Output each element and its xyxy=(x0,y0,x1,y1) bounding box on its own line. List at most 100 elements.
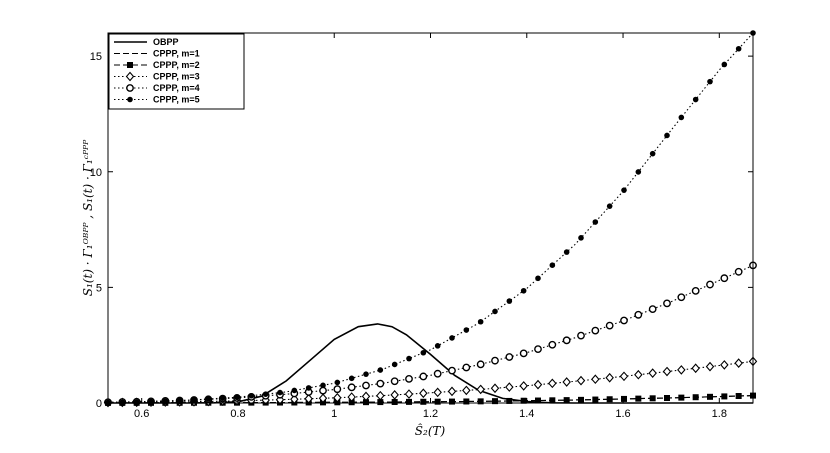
series-6-marker xyxy=(176,397,183,404)
series-6-marker xyxy=(664,132,670,139)
series-3-marker xyxy=(391,398,398,405)
series-5-marker xyxy=(720,274,729,283)
x-tick-label: 1.8 xyxy=(712,408,727,420)
series-5-marker xyxy=(433,369,442,378)
y-tick-label: 10 xyxy=(90,167,102,179)
series-5-marker xyxy=(577,331,585,340)
x-tick-label: 0.6 xyxy=(134,408,149,420)
series-6-marker xyxy=(248,392,255,399)
series-4-marker xyxy=(591,374,600,385)
series-6-marker xyxy=(377,367,384,373)
series-4-marker xyxy=(662,366,672,377)
series-6-marker xyxy=(291,387,298,394)
series-3-marker xyxy=(449,398,455,405)
series-5-marker xyxy=(648,305,657,313)
legend-entry: CPPP, m=3 xyxy=(153,72,200,82)
series-6-marker xyxy=(420,349,427,356)
series-6-marker xyxy=(449,335,455,341)
series-4-marker xyxy=(462,385,471,396)
series-4-marker xyxy=(361,391,371,402)
series-3-marker xyxy=(506,397,513,404)
series-4-marker xyxy=(533,379,543,390)
series-5-marker xyxy=(634,310,643,319)
series-6-marker xyxy=(406,355,412,362)
legend-entry: OBPP xyxy=(153,37,179,47)
series-6 xyxy=(105,30,756,406)
series-4-marker xyxy=(634,369,643,380)
series-6-marker xyxy=(578,235,584,241)
series-6-marker xyxy=(520,287,527,294)
x-tick-label: 1.6 xyxy=(615,408,630,420)
series-3-marker xyxy=(348,399,355,406)
series-3-marker xyxy=(621,395,627,402)
series-5-marker xyxy=(519,349,528,358)
series-3-marker xyxy=(535,397,541,404)
series-6-marker xyxy=(391,361,398,368)
series-6-line xyxy=(107,32,754,404)
series-5-marker xyxy=(534,345,542,354)
legend-marker xyxy=(127,62,133,68)
series-4-marker xyxy=(677,365,686,375)
series-6-marker xyxy=(592,219,599,225)
series-5-marker xyxy=(548,340,557,349)
series-6-marker xyxy=(506,298,513,304)
series-5-marker xyxy=(448,366,456,375)
series-5-marker xyxy=(319,386,327,395)
x-axis-label: Ŝ₂(T) xyxy=(415,422,446,438)
series-6-marker xyxy=(334,379,341,386)
series-4-marker xyxy=(548,378,557,389)
legend-marker xyxy=(125,71,135,82)
series-3-marker xyxy=(563,397,570,404)
series-5 xyxy=(104,261,757,407)
series-3-marker xyxy=(463,398,470,405)
legend-entry: CPPP, m=2 xyxy=(153,60,200,70)
series-5-line xyxy=(107,264,754,403)
series-4-marker xyxy=(619,371,629,382)
legend-box xyxy=(108,33,245,110)
series-3-marker xyxy=(649,395,656,402)
series-4-marker xyxy=(519,381,528,391)
x-tick-label: 1 xyxy=(331,408,337,420)
series-3-marker xyxy=(635,395,642,402)
series-6-marker xyxy=(549,262,556,268)
series-6-marker xyxy=(162,398,169,404)
y-tick-label: 15 xyxy=(90,51,102,63)
series-5-marker xyxy=(390,377,399,386)
series-4-marker xyxy=(333,392,342,403)
series-6-marker xyxy=(692,96,699,103)
series-5-marker xyxy=(591,326,600,335)
series-6-marker xyxy=(635,169,642,175)
series-4-marker xyxy=(505,382,514,392)
x-tick-label: 1.4 xyxy=(519,408,534,420)
series-3-marker xyxy=(477,398,484,405)
series-6-marker xyxy=(563,249,570,255)
series-6-marker xyxy=(678,114,685,121)
x-tick-label: 1.2 xyxy=(423,408,438,420)
series-4-marker xyxy=(347,392,356,402)
series-6-marker xyxy=(219,395,226,401)
series-3-marker xyxy=(664,395,670,402)
series-4-marker xyxy=(447,386,457,397)
legend-entry: CPPP, m=1 xyxy=(153,49,200,59)
legend-entry: CPPP, m=5 xyxy=(153,95,200,105)
series-3-marker xyxy=(492,398,498,405)
series-4-marker xyxy=(691,363,700,374)
series-3-marker xyxy=(549,397,556,404)
series-5-marker xyxy=(663,299,671,308)
series-5-marker xyxy=(347,383,356,392)
series-5-marker xyxy=(605,321,614,330)
series-6-marker xyxy=(133,399,140,405)
series-6-marker xyxy=(320,382,326,389)
series-4-marker xyxy=(720,360,729,370)
ticks-layer: 0.6 0.8 1 1.2 1.4 1.6 1.8 0 5 10 15 xyxy=(90,33,753,420)
series-3-marker xyxy=(377,399,384,406)
y-axis-label: S₁(t) · Γ₁ᴼᴮᴾᴾ , S₁(t) · Γ₁ᶜᴾᴾᴾ xyxy=(81,139,95,296)
series-6-marker xyxy=(707,78,713,85)
legend-entry: CPPP, m=4 xyxy=(153,83,200,93)
series-3-marker xyxy=(406,398,412,405)
series-5-marker xyxy=(734,267,743,276)
series-4-marker xyxy=(576,375,586,386)
series-3-marker xyxy=(707,393,713,400)
y-tick-label: 5 xyxy=(96,282,102,294)
